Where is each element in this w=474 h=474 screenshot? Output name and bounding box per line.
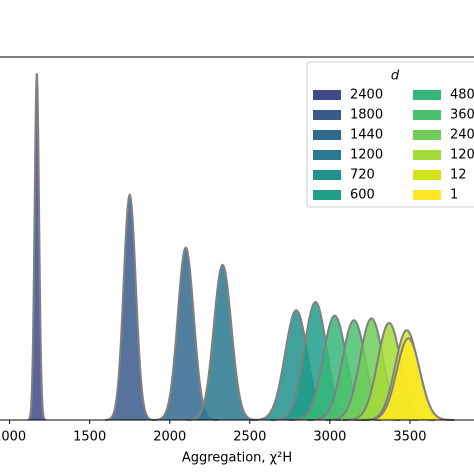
legend-label: 1200 bbox=[350, 148, 383, 163]
legend-swatch bbox=[313, 170, 341, 180]
legend-label: 2400 bbox=[350, 88, 383, 103]
distribution-area bbox=[288, 315, 381, 420]
plot-area bbox=[27, 73, 455, 421]
legend-title: d bbox=[391, 69, 400, 84]
distribution-area bbox=[105, 194, 155, 420]
legend-label: 1440 bbox=[350, 128, 383, 143]
legend-label: 1 bbox=[450, 188, 458, 203]
x-axis-label: Aggregation, χ²H bbox=[182, 451, 292, 466]
legend-swatch bbox=[313, 190, 341, 200]
x-tick-label: 3000 bbox=[313, 430, 346, 445]
x-tick-label: 2500 bbox=[233, 430, 266, 445]
distribution-area bbox=[187, 264, 258, 420]
fit-curve bbox=[362, 337, 455, 421]
x-tick-label: 1000 bbox=[0, 430, 26, 445]
legend-swatch bbox=[413, 90, 441, 100]
legend: d 2400 1800 1440 1200 720 600 480 360 240 120 12 1 bbox=[306, 61, 474, 208]
legend-label: 1800 bbox=[350, 108, 383, 123]
distribution-area bbox=[343, 322, 436, 420]
legend-label: 360 bbox=[450, 108, 474, 123]
distribution-area bbox=[362, 338, 455, 420]
x-tick-label: 2000 bbox=[153, 430, 186, 445]
distribution-area bbox=[325, 318, 418, 420]
legend-label: 480 bbox=[450, 88, 474, 103]
distribution-area bbox=[251, 310, 342, 420]
legend-swatch bbox=[413, 190, 441, 200]
fit-curve bbox=[105, 192, 155, 421]
fit-curve bbox=[187, 263, 258, 421]
legend-swatch bbox=[413, 130, 441, 140]
legend-label: 720 bbox=[350, 168, 375, 183]
legend-label: 600 bbox=[350, 188, 375, 203]
legend-swatch bbox=[413, 110, 441, 120]
distribution-area bbox=[27, 73, 46, 420]
legend-swatch bbox=[313, 130, 341, 140]
legend-label: 12 bbox=[450, 168, 467, 183]
distribution-area bbox=[153, 247, 218, 420]
legend-swatch bbox=[313, 90, 341, 100]
legend-swatch bbox=[313, 150, 341, 160]
legend-label: 240 bbox=[450, 128, 474, 143]
legend-swatch bbox=[413, 170, 441, 180]
x-tick-label: 3500 bbox=[393, 430, 426, 445]
distribution-area bbox=[270, 302, 361, 420]
legend-swatch bbox=[313, 110, 341, 120]
legend-label: 120 bbox=[450, 148, 474, 163]
distribution-area bbox=[307, 320, 401, 420]
legend-swatch bbox=[413, 150, 441, 160]
fit-curve bbox=[27, 73, 47, 421]
x-tick-label: 1500 bbox=[73, 430, 106, 445]
